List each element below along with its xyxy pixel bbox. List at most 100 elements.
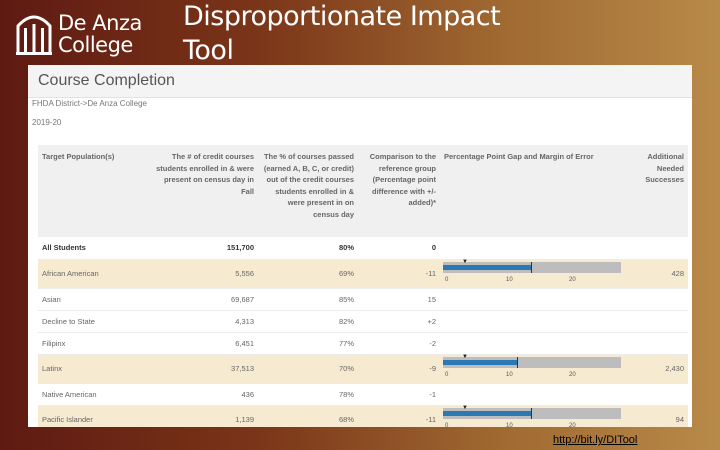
table-row: African American 5,556 69% -11 ▼ 0 10 20 428 xyxy=(38,258,688,289)
row-comparison: +2 xyxy=(358,310,440,333)
logo-line-1: De Anza xyxy=(58,11,142,35)
row-needed-successes: 428 xyxy=(630,259,688,289)
gap-marker-icon: ▼ xyxy=(462,353,468,360)
gap-bar-fill xyxy=(443,359,518,365)
table-row: Latinx 37,513 70% -9 ▼ 0 10 20 2,430 xyxy=(38,353,688,384)
row-enrolled: 4,313 xyxy=(148,310,258,333)
row-gap-chart xyxy=(440,237,630,260)
panel-header xyxy=(28,65,692,98)
col-enrolled: The # of credit courses students enrolle… xyxy=(156,152,254,196)
row-needed-successes: 2,430 xyxy=(630,354,688,384)
gap-bar: ▼ 0 10 20 xyxy=(443,353,623,381)
row-enrolled: 436 xyxy=(148,383,258,406)
row-population: Decline to State xyxy=(38,310,148,333)
row-pct-passed: 80% xyxy=(258,237,358,260)
row-enrolled: 37,513 xyxy=(148,354,258,384)
row-needed-successes xyxy=(630,237,688,260)
col-comparison: Comparison to the reference group (Perce… xyxy=(369,152,436,207)
gap-bar: ▼ 0 10 20 xyxy=(443,258,623,286)
table-row: Pacific Islander 1,139 68% -11 ▼ 0 10 20 94 xyxy=(38,405,688,427)
row-pct-passed: 70% xyxy=(258,354,358,384)
row-comparison: -11 xyxy=(358,259,440,289)
row-enrolled: 1,139 xyxy=(148,405,258,427)
margin-of-error-tick xyxy=(531,407,533,419)
gap-bar-track xyxy=(443,356,621,368)
gap-axis-label: 20 xyxy=(569,371,576,378)
breadcrumb[interactable]: FHDA District->De Anza College xyxy=(32,99,147,108)
col-pct-passed: The % of courses passed (earned A, B, C,… xyxy=(263,152,354,219)
slide-title-line-2: Tool xyxy=(183,35,234,66)
row-comparison: -9 xyxy=(358,354,440,384)
gap-marker-icon: ▼ xyxy=(462,258,468,265)
gap-bar-fill xyxy=(443,410,532,416)
row-pct-passed: 77% xyxy=(258,332,358,355)
panel-title: Course Completion xyxy=(38,72,175,89)
row-pct-passed: 82% xyxy=(258,310,358,333)
row-gap-chart: ▼ 0 10 20 xyxy=(440,353,630,384)
year-label: 2019-20 xyxy=(32,118,62,127)
table-row: All Students 151,700 80% 0 xyxy=(38,237,688,260)
di-table: Target Population(s) The # of credit cou… xyxy=(38,145,688,427)
table-row: Native American 436 78% -1 xyxy=(38,383,688,406)
row-gap-chart xyxy=(440,383,630,406)
row-population: Latinx xyxy=(38,354,148,384)
margin-of-error-tick xyxy=(517,356,519,368)
row-enrolled: 69,687 xyxy=(148,288,258,311)
gap-axis-label: 0 xyxy=(445,371,449,378)
gap-axis-label: 20 xyxy=(569,276,576,283)
logo-line-2: College xyxy=(58,33,133,57)
table-row: Decline to State 4,313 82% +2 xyxy=(38,310,688,333)
row-needed-successes xyxy=(630,332,688,355)
row-needed-successes: 94 xyxy=(630,405,688,427)
col-needed-successes: Additional Needed Successes xyxy=(645,152,684,184)
footer-link[interactable]: http://bit.ly/DITool xyxy=(553,434,638,446)
row-gap-chart: ▼ 0 10 20 xyxy=(440,258,630,289)
row-enrolled: 5,556 xyxy=(148,259,258,289)
row-population: Filipinx xyxy=(38,332,148,355)
slide-title: Disproportionate Impact Tool xyxy=(183,0,501,68)
row-needed-successes xyxy=(630,383,688,406)
row-pct-passed: 85% xyxy=(258,288,358,311)
gap-axis-label: 20 xyxy=(569,422,576,428)
row-comparison: -2 xyxy=(358,332,440,355)
row-population: Native American xyxy=(38,383,148,406)
gap-bar-fill xyxy=(443,264,532,270)
col-target-population: Target Population(s) xyxy=(42,152,115,161)
gap-axis-label: 0 xyxy=(445,276,449,283)
gap-axis-label: 10 xyxy=(506,371,513,378)
gap-marker-icon: ▼ xyxy=(462,404,468,411)
row-enrolled: 151,700 xyxy=(148,237,258,260)
gap-axis-label: 10 xyxy=(506,276,513,283)
row-enrolled: 6,451 xyxy=(148,332,258,355)
row-pct-passed: 78% xyxy=(258,383,358,406)
gap-axis-label: 0 xyxy=(445,422,449,428)
row-gap-chart xyxy=(440,332,630,355)
row-population: Pacific Islander xyxy=(38,405,148,427)
table-row: Asian 69,687 85% 15 xyxy=(38,288,688,311)
table-row: Filipinx 6,451 77% -2 xyxy=(38,332,688,355)
slide-title-line-1: Disproportionate Impact xyxy=(183,1,501,32)
logo-text: De Anza College xyxy=(58,12,142,56)
row-population: Asian xyxy=(38,288,148,311)
row-needed-successes xyxy=(630,288,688,311)
row-pct-passed: 68% xyxy=(258,405,358,427)
table-body: All Students 151,700 80% 0 African American 5… xyxy=(38,237,688,427)
row-gap-chart xyxy=(440,310,630,333)
report-panel: Course Completion FHDA District->De Anza… xyxy=(28,65,692,427)
college-logo: De Anza College xyxy=(14,10,164,60)
columns-logo-icon xyxy=(16,15,52,55)
row-comparison: 0 xyxy=(358,237,440,260)
row-gap-chart xyxy=(440,288,630,311)
margin-of-error-tick xyxy=(531,261,533,273)
row-gap-chart: ▼ 0 10 20 xyxy=(440,405,630,427)
row-population: All Students xyxy=(38,237,148,260)
row-comparison: -1 xyxy=(358,383,440,406)
row-pct-passed: 69% xyxy=(258,259,358,289)
row-population: African American xyxy=(38,259,148,289)
row-comparison: 15 xyxy=(358,288,440,311)
col-gap-moe: Percentage Point Gap and Margin of Error xyxy=(444,152,594,161)
table-header-row: Target Population(s) The # of credit cou… xyxy=(38,145,688,237)
gap-axis-label: 10 xyxy=(506,422,513,428)
row-comparison: -11 xyxy=(358,405,440,427)
row-needed-successes xyxy=(630,310,688,333)
